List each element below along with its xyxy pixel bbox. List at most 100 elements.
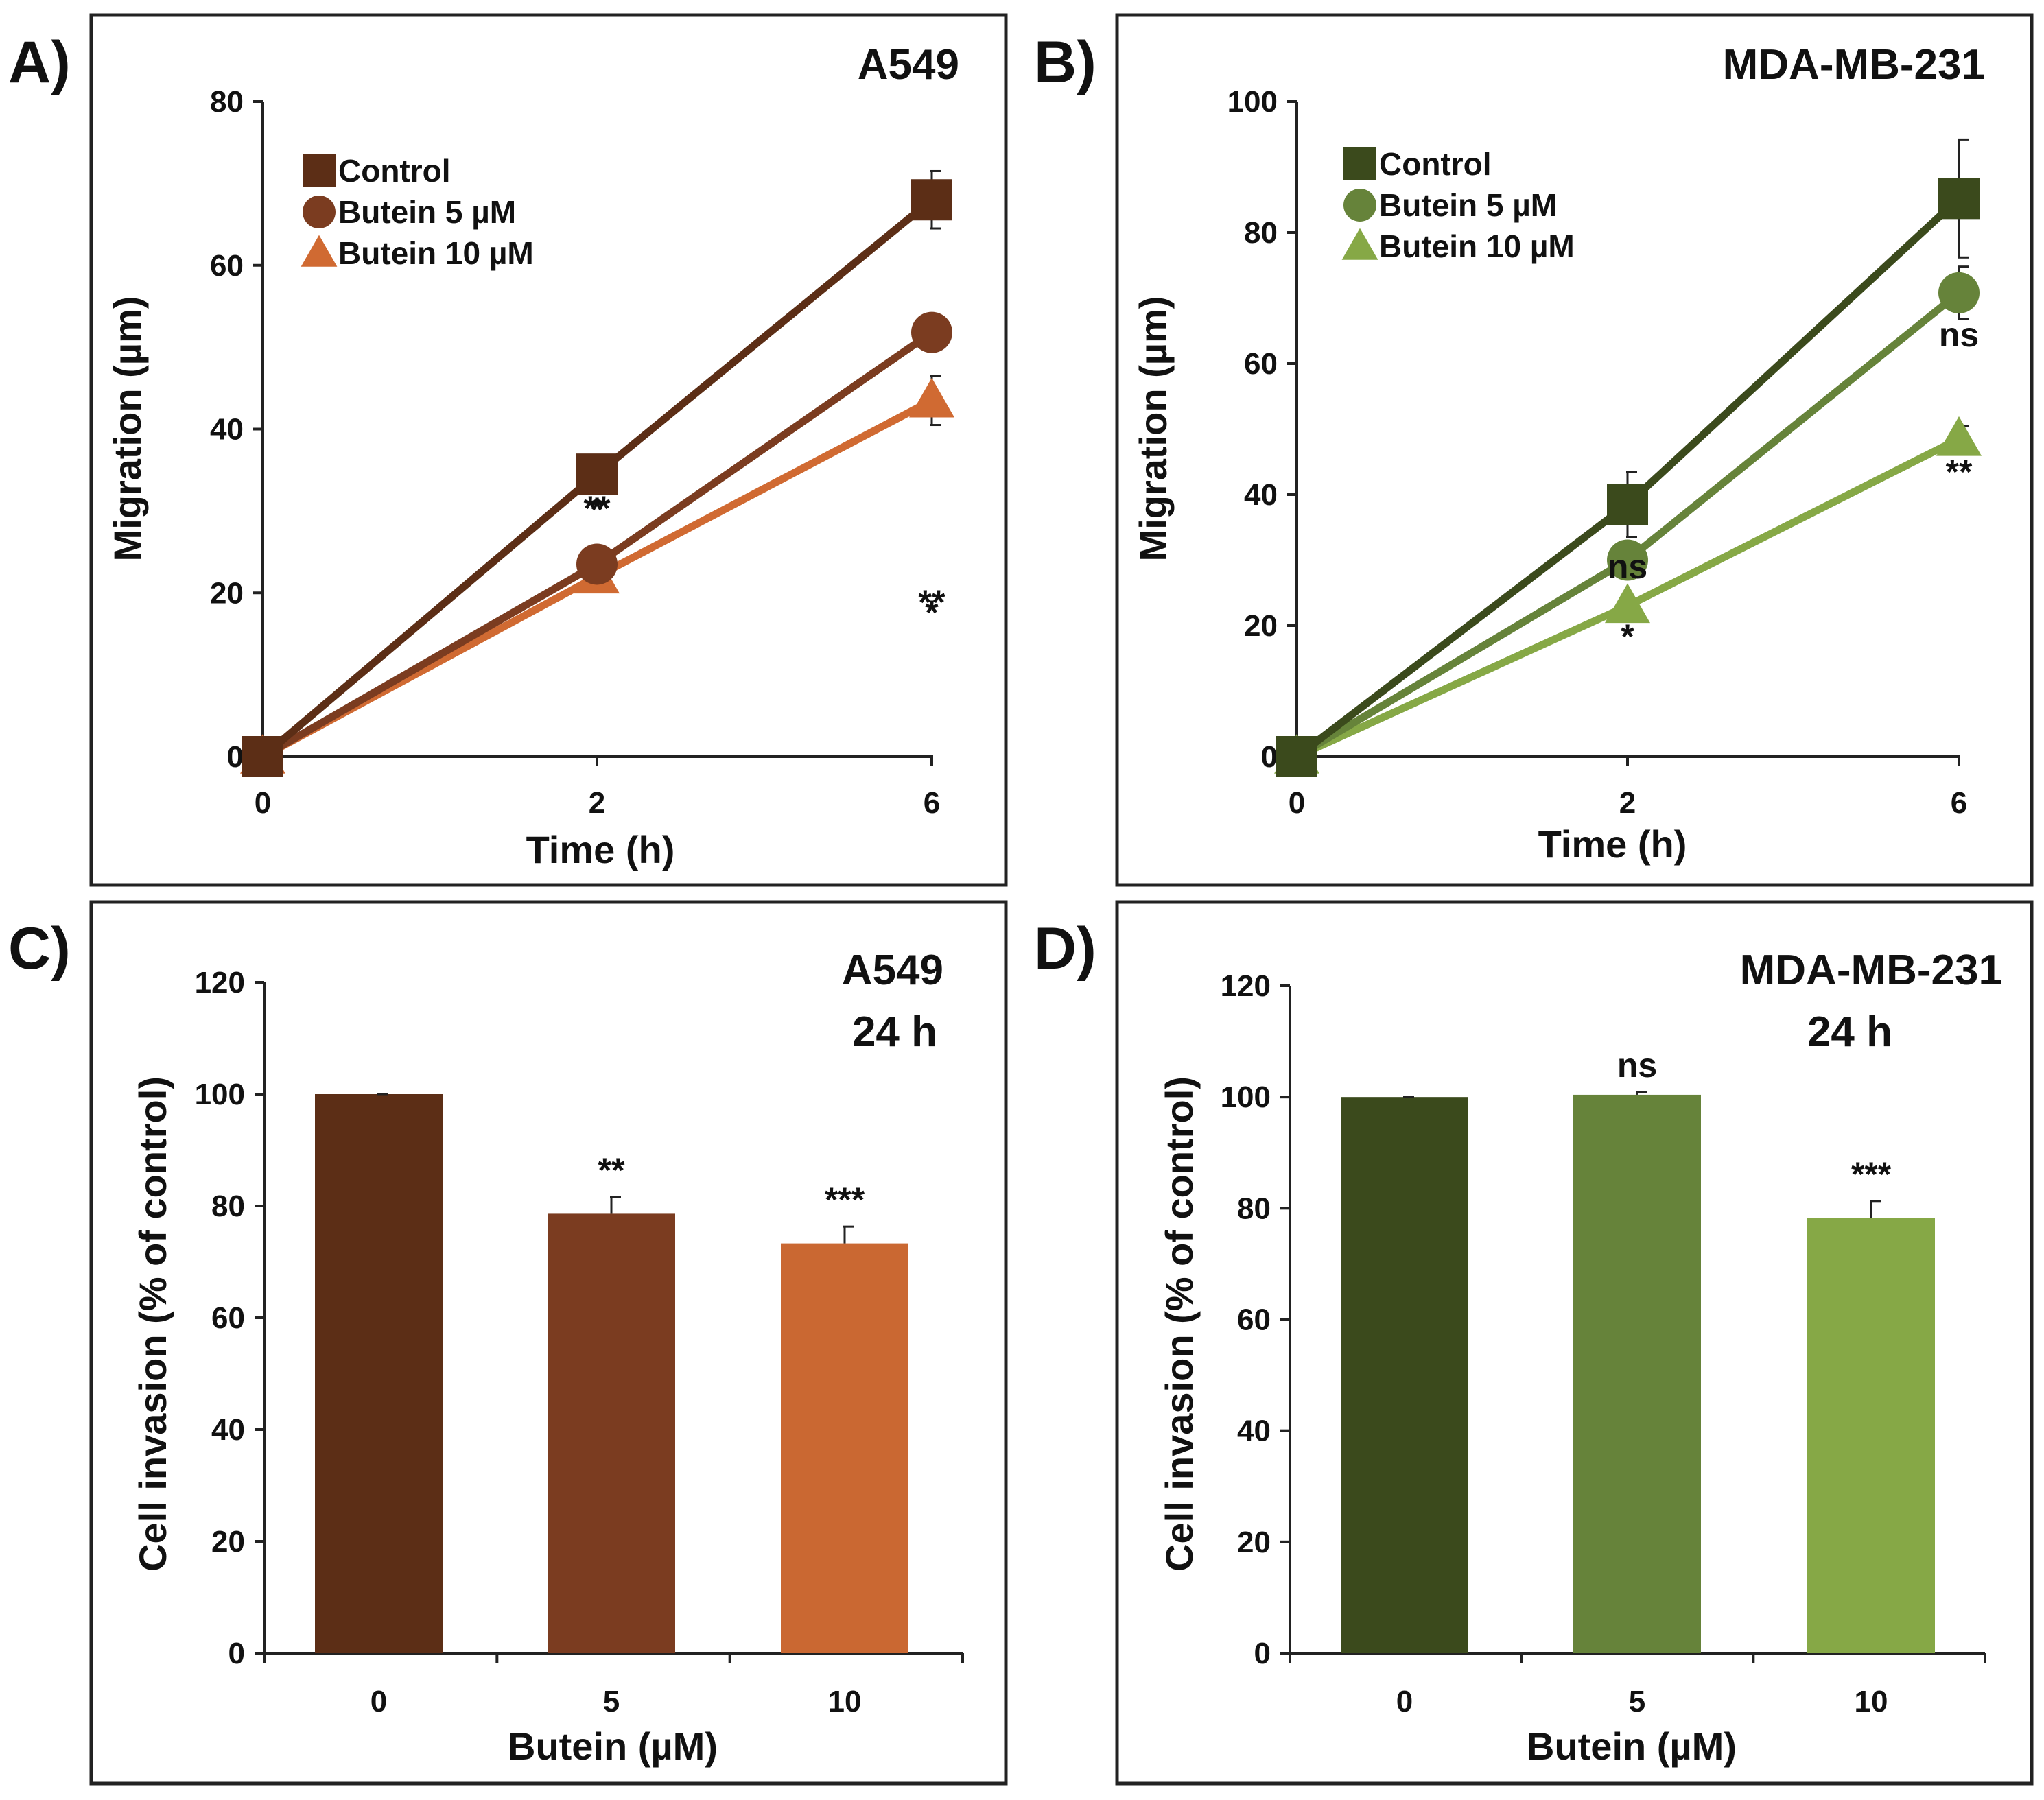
panel-a-letter: A) xyxy=(8,29,71,95)
x-tick-label: 0 xyxy=(1289,786,1305,820)
x-tick-label: 6 xyxy=(924,786,940,820)
panel-b-title: MDA-MB-231 xyxy=(1723,41,1985,88)
significance-label: ** xyxy=(584,489,611,528)
y-tick-label: 0 xyxy=(227,740,244,774)
legend-label: Control xyxy=(1379,146,1492,182)
panel-c-title-line-2: 24 h xyxy=(852,1008,937,1056)
y-axis-title: Cell invasion (% of control) xyxy=(1158,1076,1201,1572)
x-tick-label: 6 xyxy=(1951,786,1967,820)
chart-c: 0 20 40 60 80 100 120 0 ** 5 *** 10 Butein (µM) Cell … xyxy=(131,966,964,1768)
x-tick-label: 2 xyxy=(589,786,605,820)
significance-label: *** xyxy=(825,1181,865,1219)
x-axis-title: Butein (µM) xyxy=(508,1725,718,1768)
significance-label: * xyxy=(1621,617,1634,656)
y-tick-label: 40 xyxy=(1244,478,1278,512)
legend-label: Butein 10 µM xyxy=(1379,228,1575,264)
panel-d-frame xyxy=(1115,900,2034,1786)
significance-label: ** xyxy=(598,1151,625,1189)
panel-c-frame xyxy=(89,900,1008,1786)
legend-marker xyxy=(303,154,336,187)
x-tick-label: 5 xyxy=(603,1685,620,1718)
y-tick-label: 120 xyxy=(195,966,245,999)
y-tick-label: 40 xyxy=(1237,1414,1271,1448)
y-tick-label: 60 xyxy=(1244,347,1278,381)
significance-label: ns xyxy=(1617,1046,1657,1085)
legend-label: Butein 5 µM xyxy=(338,194,516,230)
data-point xyxy=(1605,583,1650,624)
y-tick-label: 20 xyxy=(211,1525,245,1559)
legend-marker xyxy=(1343,189,1376,222)
legend-label: Control xyxy=(338,153,451,189)
x-tick-label: 5 xyxy=(1629,1685,1645,1718)
data-point xyxy=(242,736,283,777)
bar xyxy=(1573,1094,1701,1653)
chart-d: 0 20 40 60 80 100 120 0 ns 5 *** 10 Butein (µM) Cell … xyxy=(1158,969,1986,1768)
y-tick-label: 100 xyxy=(195,1078,245,1111)
y-tick-label: 60 xyxy=(211,1301,245,1335)
y-tick-label: 40 xyxy=(210,413,244,447)
x-tick-label: 10 xyxy=(1855,1685,1888,1718)
data-point xyxy=(1607,484,1648,525)
panel-d-letter: D) xyxy=(1034,916,1096,982)
significance-label: ** xyxy=(919,583,945,621)
y-tick-label: 40 xyxy=(211,1413,245,1447)
y-tick-label: 80 xyxy=(210,85,244,119)
legend-marker xyxy=(1343,147,1376,180)
legend-label: Butein 10 µM xyxy=(338,235,534,271)
y-tick-label: 60 xyxy=(210,249,244,283)
bar xyxy=(781,1243,908,1653)
legend-marker xyxy=(1341,228,1378,260)
data-point xyxy=(911,311,952,353)
legend-marker xyxy=(301,235,338,267)
panel-a-frame xyxy=(89,13,1008,887)
y-axis-title: Migration (µm) xyxy=(1131,296,1175,562)
significance-label: ns xyxy=(1939,316,1979,354)
x-axis-title: Butein (µM) xyxy=(1527,1725,1737,1768)
x-axis-title: Time (h) xyxy=(526,828,675,871)
x-tick-label: 2 xyxy=(1619,786,1636,820)
panel-d-title-line-2: 24 h xyxy=(1807,1008,1892,1056)
y-tick-label: 80 xyxy=(211,1189,245,1223)
panel-a-title: A549 xyxy=(858,41,959,88)
x-tick-label: 10 xyxy=(828,1685,862,1718)
y-tick-label: 0 xyxy=(228,1637,245,1670)
x-axis-title: Time (h) xyxy=(1538,822,1687,866)
x-tick-label: 0 xyxy=(371,1685,387,1718)
legend-label: Butein 5 µM xyxy=(1379,187,1557,223)
y-axis-title: Migration (µm) xyxy=(106,296,149,562)
data-point xyxy=(1936,416,1982,456)
y-tick-label: 100 xyxy=(1227,85,1278,119)
data-point xyxy=(1938,178,1980,220)
data-point xyxy=(576,543,618,585)
y-tick-label: 100 xyxy=(1221,1080,1271,1114)
x-tick-label: 0 xyxy=(1396,1685,1413,1718)
x-tick-label: 0 xyxy=(255,786,271,820)
data-point xyxy=(911,179,952,221)
bar xyxy=(1341,1097,1468,1653)
bar xyxy=(315,1094,443,1653)
y-axis-title: Cell invasion (% of control) xyxy=(131,1076,174,1572)
data-point xyxy=(1607,539,1648,581)
bar xyxy=(1807,1218,1935,1653)
y-tick-label: 0 xyxy=(1261,740,1278,774)
significance-label: ns xyxy=(1608,547,1647,586)
data-point xyxy=(1276,736,1317,777)
panel-d-title-line-1: MDA-MB-231 xyxy=(1740,947,2002,994)
y-tick-label: 20 xyxy=(1244,609,1278,643)
y-tick-label: 0 xyxy=(1254,1637,1271,1670)
y-tick-label: 20 xyxy=(1237,1526,1271,1559)
y-tick-label: 80 xyxy=(1244,216,1278,250)
panel-c-title-line-1: A549 xyxy=(842,947,943,994)
significance-label: * xyxy=(590,490,604,529)
y-tick-label: 60 xyxy=(1237,1303,1271,1337)
significance-label: ** xyxy=(1946,453,1973,491)
panel-c-letter: C) xyxy=(8,916,71,982)
y-tick-label: 20 xyxy=(210,576,244,610)
panel-b-letter: B) xyxy=(1034,29,1096,95)
bar xyxy=(548,1213,675,1653)
data-point xyxy=(1938,272,1980,313)
significance-label: *** xyxy=(1851,1155,1892,1194)
